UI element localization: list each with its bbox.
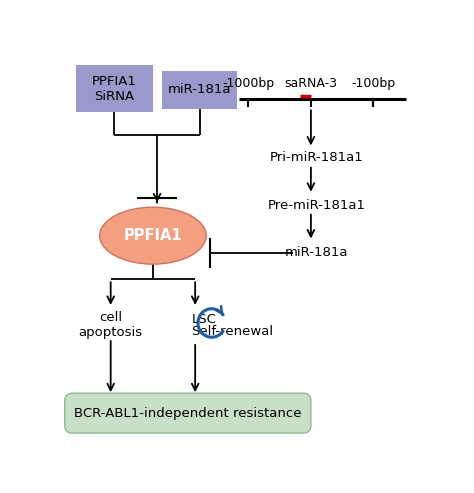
- Text: Pri-miR-181a1: Pri-miR-181a1: [270, 151, 363, 164]
- Text: Self-renewal: Self-renewal: [191, 325, 273, 338]
- FancyBboxPatch shape: [162, 70, 237, 108]
- Text: BCR-ABL1-independent resistance: BCR-ABL1-independent resistance: [74, 407, 301, 420]
- Text: -1000bp: -1000bp: [222, 77, 274, 90]
- Text: PPFIA1: PPFIA1: [124, 228, 182, 243]
- Text: saRNA-3: saRNA-3: [284, 77, 337, 90]
- Ellipse shape: [100, 207, 206, 264]
- Text: miR-181a: miR-181a: [285, 246, 348, 259]
- FancyBboxPatch shape: [76, 65, 153, 112]
- Text: cell
apoptosis: cell apoptosis: [79, 311, 143, 339]
- Text: LSC: LSC: [191, 313, 216, 326]
- Text: Pre-miR-181a1: Pre-miR-181a1: [267, 199, 365, 212]
- Text: miR-181a: miR-181a: [168, 83, 231, 96]
- FancyBboxPatch shape: [65, 393, 311, 433]
- Text: PPFIA1
SiRNA: PPFIA1 SiRNA: [92, 74, 137, 103]
- Text: -100bp: -100bp: [351, 77, 395, 90]
